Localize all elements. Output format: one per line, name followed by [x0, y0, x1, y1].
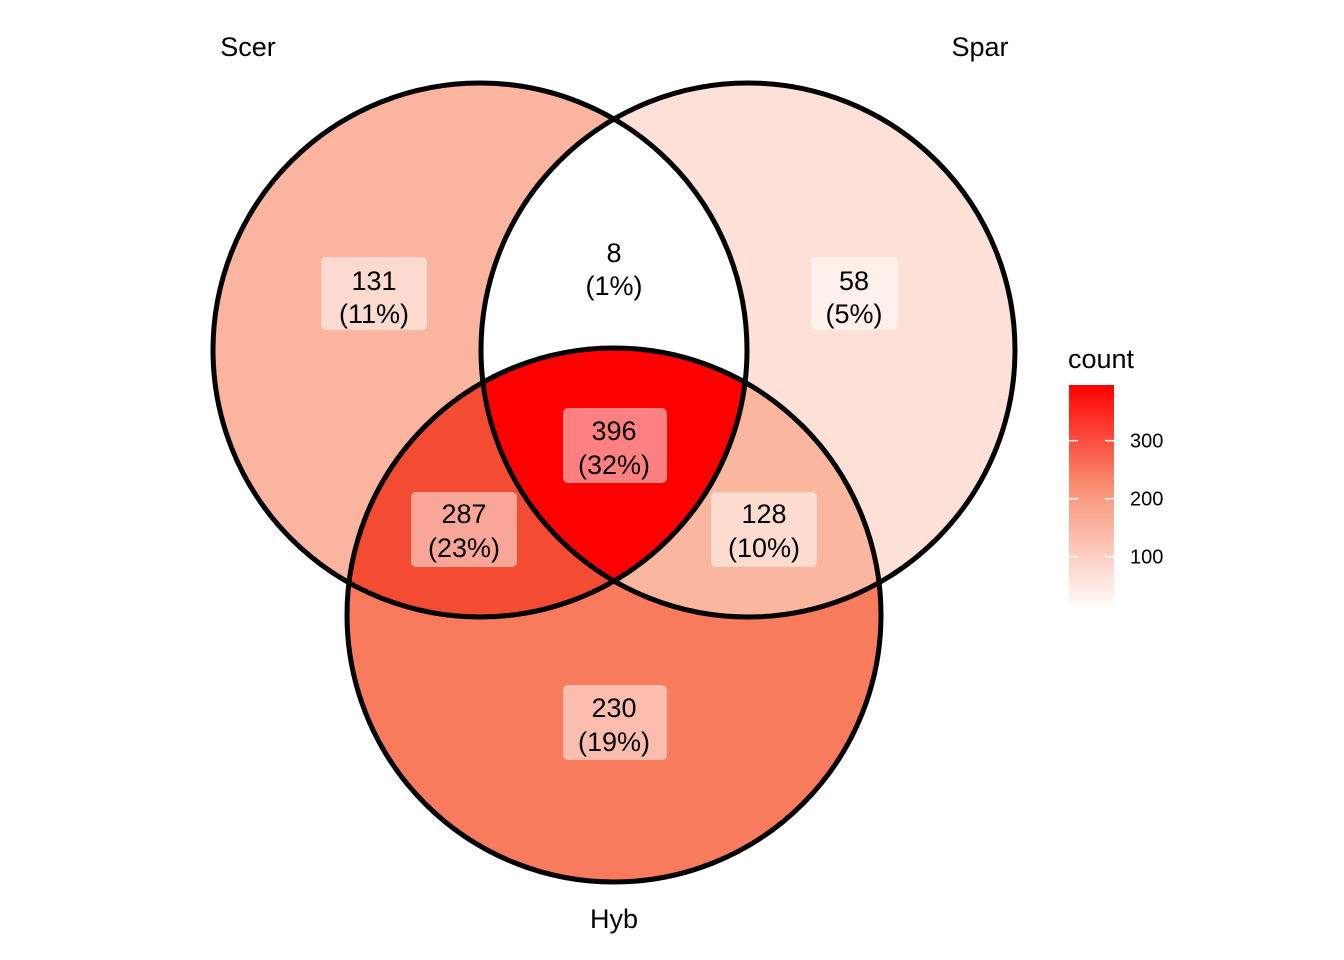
pct-all-three: (32%) [578, 450, 650, 480]
count-hyb-only: 230 [591, 693, 636, 723]
count-spar-hyb: 128 [741, 499, 786, 529]
set-label-spar: Spar [951, 32, 1008, 62]
circle-spar [478, 80, 1018, 620]
pct-spar-only: (5%) [825, 299, 882, 329]
color-legend: count 100 200 300 [1068, 344, 1163, 610]
legend-tick-label: 300 [1130, 431, 1163, 453]
set-label-hyb: Hyb [590, 904, 638, 934]
pct-scer-only: (11%) [339, 299, 409, 329]
count-spar-only: 58 [839, 266, 869, 296]
label-box-hyb-only [563, 685, 667, 760]
label-box-scer-only [321, 257, 427, 330]
count-scer-spar: 8 [606, 238, 621, 268]
circle-scer [210, 80, 750, 620]
count-all-three: 396 [591, 416, 636, 446]
pct-scer-hyb: (23%) [428, 533, 500, 563]
label-box-spar-hyb [711, 492, 817, 567]
circle-hyb [344, 345, 884, 885]
pct-hyb-only: (19%) [578, 727, 650, 757]
legend-tick-label: 100 [1130, 547, 1163, 569]
label-box-scer-hyb [411, 492, 517, 567]
legend-tick-label: 200 [1130, 489, 1163, 511]
label-box-spar-only [811, 257, 898, 330]
pct-spar-hyb: (10%) [728, 533, 800, 563]
count-scer-hyb: 287 [441, 499, 486, 529]
pct-scer-spar: (1%) [585, 271, 642, 301]
set-label-scer: Scer [220, 32, 276, 62]
legend-title: count [1068, 344, 1135, 374]
legend-colorbar [1069, 385, 1114, 610]
label-box-all-three [563, 408, 667, 483]
count-scer-only: 131 [351, 266, 396, 296]
